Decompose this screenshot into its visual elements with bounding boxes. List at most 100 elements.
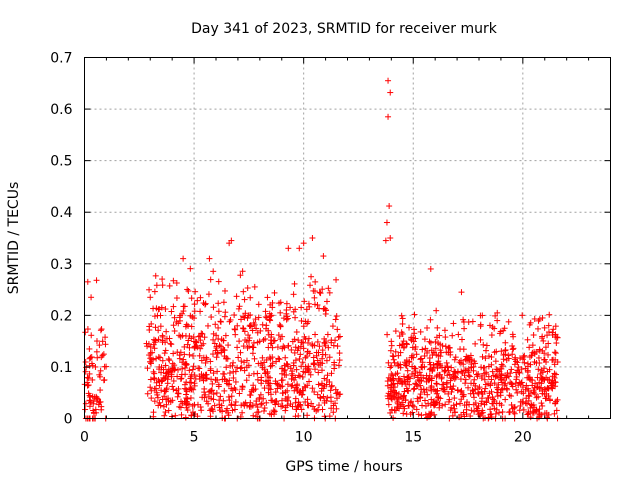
data-point <box>178 398 185 405</box>
data-point <box>292 314 299 321</box>
data-point <box>174 390 181 397</box>
data-point <box>482 355 489 362</box>
data-point <box>390 387 397 394</box>
data-point <box>168 308 175 315</box>
data-point <box>269 299 276 306</box>
data-point <box>433 390 440 397</box>
data-point <box>261 359 268 366</box>
data-point <box>523 395 530 402</box>
data-point <box>311 288 318 295</box>
data-point <box>148 395 155 402</box>
data-point <box>184 286 191 293</box>
data-point <box>309 342 316 349</box>
data-point <box>389 352 396 359</box>
data-point <box>197 345 204 352</box>
data-point <box>235 305 242 312</box>
data-point <box>300 368 307 375</box>
data-point <box>407 375 414 382</box>
data-point <box>157 402 164 409</box>
data-point <box>153 355 160 362</box>
data-point <box>534 374 541 381</box>
data-point <box>157 323 164 330</box>
data-point <box>284 387 291 394</box>
data-point <box>323 376 330 383</box>
data-point <box>88 332 95 339</box>
data-point <box>491 405 498 412</box>
data-point <box>539 335 546 342</box>
data-point <box>314 301 321 308</box>
data-point <box>443 359 450 366</box>
data-point <box>180 308 187 315</box>
data-point <box>510 345 517 352</box>
data-point <box>201 334 208 341</box>
data-point <box>389 392 396 399</box>
data-point <box>305 363 312 370</box>
data-point <box>494 309 501 316</box>
data-point <box>266 310 273 317</box>
data-point <box>202 301 209 308</box>
data-point <box>504 386 511 393</box>
data-point <box>178 411 185 418</box>
data-point <box>265 327 272 334</box>
data-point <box>317 290 324 297</box>
data-point <box>309 235 316 241</box>
data-point <box>552 323 559 330</box>
data-point <box>151 313 158 320</box>
data-point <box>228 402 235 409</box>
data-point <box>241 296 248 303</box>
data-point <box>170 322 177 329</box>
data-point <box>283 300 290 307</box>
data-point <box>319 351 326 358</box>
data-point <box>291 349 298 356</box>
data-point <box>427 316 434 323</box>
data-point <box>300 323 307 330</box>
data-point <box>253 325 260 332</box>
data-point <box>492 358 499 365</box>
data-point <box>183 404 190 411</box>
data-point <box>236 338 243 345</box>
data-point <box>324 394 331 401</box>
data-point <box>231 385 238 392</box>
data-point <box>188 323 195 330</box>
data-point <box>266 354 273 361</box>
data-point <box>529 349 536 356</box>
data-point <box>453 401 460 408</box>
data-point <box>298 363 305 370</box>
data-point <box>442 367 449 374</box>
data-point <box>421 336 428 343</box>
data-point <box>488 353 495 360</box>
data-point <box>215 300 222 307</box>
data-point <box>469 387 476 394</box>
data-point <box>159 339 166 346</box>
data-point <box>394 403 401 410</box>
data-point <box>474 389 481 396</box>
data-point <box>411 330 418 337</box>
data-point <box>322 310 329 317</box>
data-point <box>460 316 467 323</box>
data-point <box>462 380 469 387</box>
data-point <box>281 371 288 378</box>
data-point <box>397 349 404 356</box>
data-point <box>254 409 261 416</box>
data-point <box>509 346 516 353</box>
data-point <box>478 375 485 382</box>
data-point <box>511 403 518 410</box>
data-point <box>244 402 251 409</box>
data-point <box>450 402 457 409</box>
data-point <box>465 319 472 326</box>
data-point <box>327 394 334 401</box>
data-point <box>92 406 99 413</box>
data-point <box>207 276 214 283</box>
data-point <box>86 403 93 410</box>
data-point <box>415 376 422 383</box>
data-point <box>505 355 512 362</box>
data-point <box>419 346 426 353</box>
data-point <box>417 328 424 335</box>
data-point <box>251 355 258 362</box>
data-point <box>460 346 467 353</box>
data-point <box>212 321 219 328</box>
data-point <box>157 354 164 361</box>
data-point <box>193 339 200 346</box>
data-point <box>82 400 89 407</box>
data-point <box>147 376 154 383</box>
